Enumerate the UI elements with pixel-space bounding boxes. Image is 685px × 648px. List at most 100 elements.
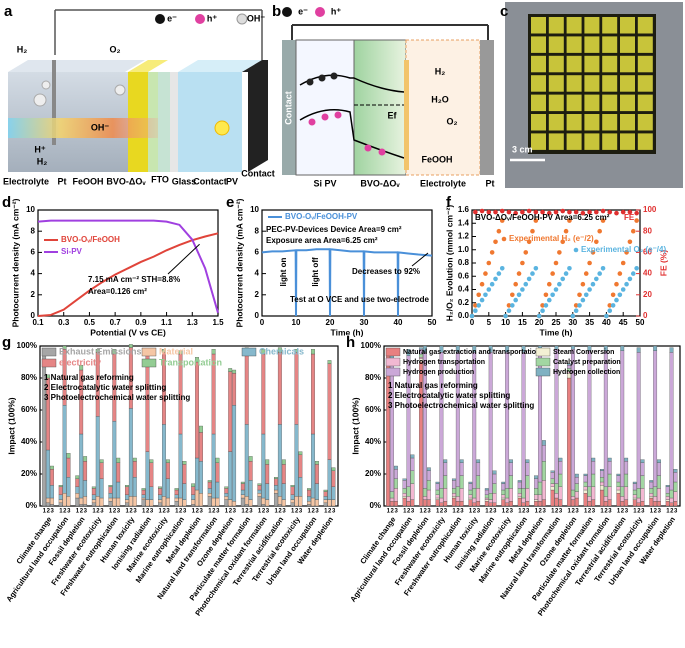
bar-segment bbox=[257, 485, 262, 491]
grid-cell bbox=[584, 133, 600, 150]
bar-segment bbox=[116, 481, 121, 499]
bar-segment bbox=[327, 459, 332, 500]
bar-segment bbox=[636, 488, 641, 499]
bar-segment bbox=[191, 486, 196, 495]
bar-segment bbox=[636, 352, 641, 489]
bar-segment bbox=[636, 497, 641, 503]
annotation: 3 Photoelectrochemical water splitting bbox=[44, 393, 190, 402]
data-point bbox=[513, 297, 518, 303]
legend-swatch bbox=[141, 347, 157, 357]
bar-segment bbox=[108, 486, 113, 494]
bar-label: 3 bbox=[493, 509, 497, 515]
bar-segment bbox=[472, 488, 477, 499]
y-tick-label: 2 bbox=[255, 290, 260, 299]
bar-segment bbox=[550, 470, 555, 473]
bar-segment bbox=[423, 488, 427, 497]
bar-segment bbox=[91, 486, 96, 489]
grid-cells bbox=[531, 17, 653, 150]
data-point bbox=[580, 281, 586, 287]
bar-segment bbox=[435, 483, 440, 491]
y-tick-label: 40% bbox=[21, 437, 37, 446]
bar-segment bbox=[439, 488, 444, 499]
data-point bbox=[473, 209, 478, 215]
bar-segment bbox=[244, 504, 249, 507]
x-tick-label: 40 bbox=[394, 318, 403, 327]
y-tick-label: 0.2 bbox=[458, 298, 470, 307]
bar-segment bbox=[517, 496, 522, 499]
data-point bbox=[526, 276, 532, 282]
data-point bbox=[634, 218, 639, 223]
data-point bbox=[563, 271, 569, 276]
diagram-label: H⁺ bbox=[34, 144, 45, 154]
bar-label: 1 bbox=[535, 509, 539, 515]
y-tick-label: 60% bbox=[21, 405, 37, 414]
bar-segment bbox=[616, 473, 621, 476]
arrow bbox=[411, 252, 429, 267]
legend-label: Catalyst preparation bbox=[553, 359, 621, 366]
bar-label: 1 bbox=[258, 509, 262, 515]
bar-segment bbox=[298, 451, 303, 455]
bar-segment bbox=[488, 499, 493, 503]
bar-segment bbox=[599, 485, 604, 491]
plot-frame bbox=[39, 345, 339, 507]
bar-segment bbox=[472, 497, 477, 503]
bar-segment bbox=[265, 464, 270, 484]
bar-segment bbox=[492, 473, 497, 484]
bar-segment bbox=[158, 499, 162, 503]
bar-segment bbox=[165, 478, 170, 499]
diagram-label: e⁻ bbox=[167, 13, 177, 23]
bar-segment bbox=[607, 473, 612, 487]
data-point bbox=[610, 303, 616, 308]
bar-segment bbox=[599, 470, 604, 478]
bar-segment bbox=[607, 461, 612, 475]
bar-segment bbox=[653, 501, 658, 507]
data-point bbox=[553, 209, 559, 215]
bar-label: 2 bbox=[162, 509, 166, 515]
bar-segment bbox=[501, 499, 506, 507]
bar-segment bbox=[314, 464, 319, 484]
bar-segment bbox=[587, 345, 592, 351]
bar-segment bbox=[281, 459, 286, 465]
y-tick-label: 1.2 bbox=[458, 232, 470, 241]
bar-segment bbox=[603, 486, 608, 497]
grid-cell bbox=[531, 114, 546, 131]
bar-segment bbox=[640, 459, 645, 463]
bar-segment bbox=[244, 424, 249, 497]
x-tick-label: 50 bbox=[428, 318, 437, 327]
bar-label: 1 bbox=[403, 509, 407, 515]
diagram-label: Pt bbox=[58, 176, 67, 186]
x-tick-label: 20 bbox=[535, 318, 544, 327]
data-point bbox=[627, 209, 633, 215]
bar-segment bbox=[574, 477, 579, 484]
bar-segment bbox=[199, 425, 203, 433]
bar-segment bbox=[410, 499, 415, 507]
bar-segment bbox=[207, 493, 212, 497]
data-point bbox=[526, 208, 532, 214]
bar-segment bbox=[583, 481, 588, 487]
bar-segment bbox=[165, 459, 170, 463]
bar-label: 3 bbox=[510, 509, 514, 515]
bar-label: 2 bbox=[621, 509, 625, 515]
grid-cell bbox=[548, 55, 564, 73]
bar-segment bbox=[599, 477, 604, 483]
bar-label: 3 bbox=[299, 509, 303, 515]
bar-segment bbox=[207, 496, 212, 507]
bar-segment bbox=[653, 496, 658, 502]
bar-segment bbox=[281, 499, 286, 507]
bar-segment bbox=[410, 457, 415, 471]
bar-label: 1 bbox=[600, 509, 604, 515]
electrolyte bbox=[405, 39, 481, 176]
y-tick-label: 10 bbox=[26, 205, 35, 214]
bar-label: 2 bbox=[555, 509, 559, 515]
bar-segment bbox=[307, 489, 311, 497]
bar-segment bbox=[307, 496, 311, 502]
x-axis-label: Time (h) bbox=[331, 327, 364, 337]
bar-segment bbox=[443, 462, 448, 476]
pt-block bbox=[480, 40, 494, 175]
grid-cell bbox=[531, 36, 546, 53]
legend-swatch bbox=[385, 347, 401, 357]
y2-tick-label: 20 bbox=[643, 290, 652, 299]
bar-segment bbox=[451, 478, 456, 481]
x-tick-label: 0 bbox=[470, 318, 475, 327]
data-point bbox=[483, 292, 488, 298]
